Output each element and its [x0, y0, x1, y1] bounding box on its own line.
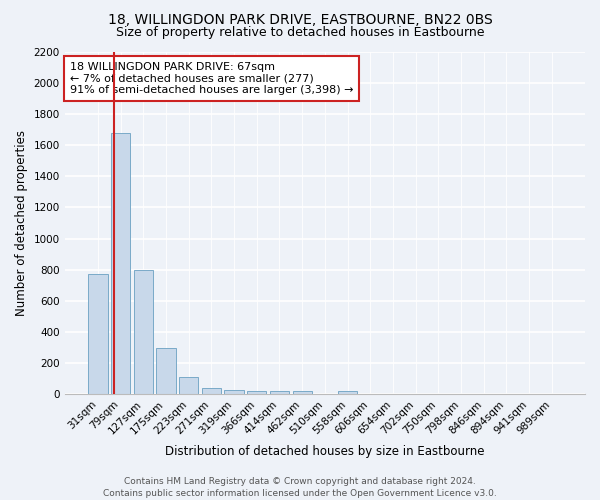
Bar: [247, 390, 266, 394]
Bar: [179, 378, 199, 394]
Bar: [224, 390, 244, 394]
Bar: [338, 392, 357, 394]
Text: 18 WILLINGDON PARK DRIVE: 67sqm
← 7% of detached houses are smaller (277)
91% of: 18 WILLINGDON PARK DRIVE: 67sqm ← 7% of …: [70, 62, 353, 95]
Bar: [134, 270, 153, 394]
Bar: [88, 274, 107, 394]
Bar: [202, 388, 221, 394]
Text: Contains HM Land Registry data © Crown copyright and database right 2024.
Contai: Contains HM Land Registry data © Crown c…: [103, 476, 497, 498]
Bar: [157, 348, 176, 395]
Y-axis label: Number of detached properties: Number of detached properties: [15, 130, 28, 316]
X-axis label: Distribution of detached houses by size in Eastbourne: Distribution of detached houses by size …: [165, 444, 485, 458]
Bar: [111, 132, 130, 394]
Bar: [270, 392, 289, 394]
Bar: [293, 392, 312, 394]
Text: Size of property relative to detached houses in Eastbourne: Size of property relative to detached ho…: [116, 26, 484, 39]
Text: 18, WILLINGDON PARK DRIVE, EASTBOURNE, BN22 0BS: 18, WILLINGDON PARK DRIVE, EASTBOURNE, B…: [107, 12, 493, 26]
